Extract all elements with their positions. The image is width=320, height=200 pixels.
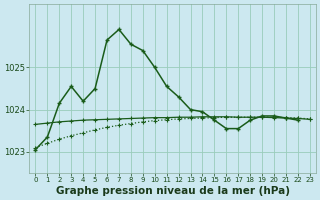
X-axis label: Graphe pression niveau de la mer (hPa): Graphe pression niveau de la mer (hPa) (56, 186, 290, 196)
